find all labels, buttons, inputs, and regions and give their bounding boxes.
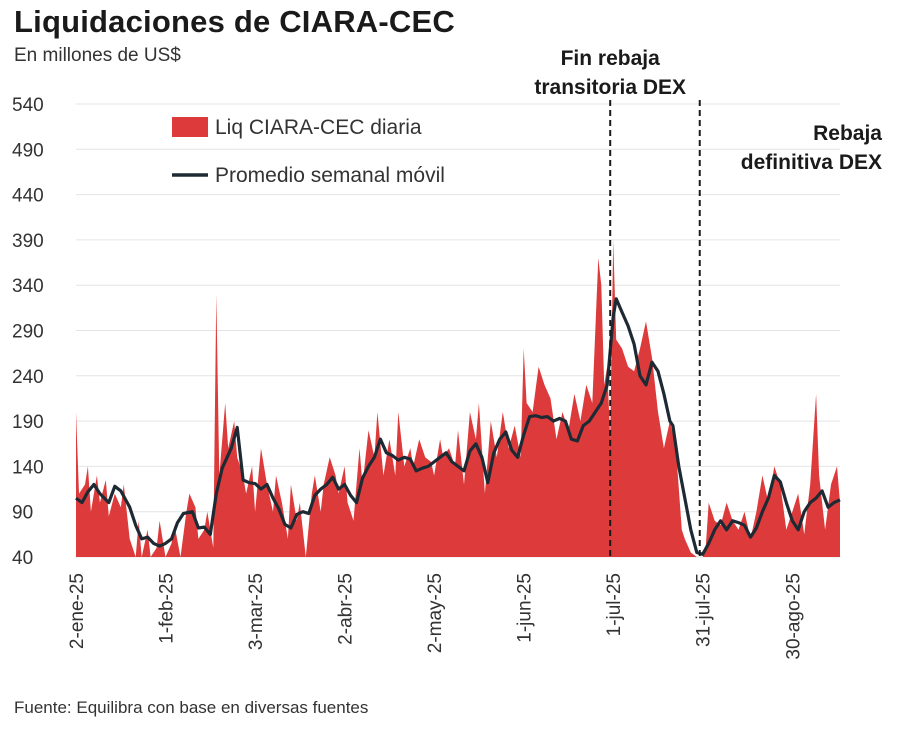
x-tick-label: 3-mar-25 [246,573,267,650]
y-tick-label: 490 [12,140,44,161]
x-axis-ticks: 2-ene-25 1-feb-25 3-mar-25 2-abr-25 2-may-25… [67,573,804,660]
x-tick-label: 2-abr-25 [336,573,357,645]
x-tick-label: 30-ago-25 [783,573,804,660]
x-tick-label: 1-jun-25 [515,573,536,643]
annotation-label: Fin rebaja [561,47,661,70]
chart-subtitle: En millones de US$ [14,45,181,66]
chart-title: Liquidaciones de CIARA-CEC [14,4,455,39]
annotation-label: Rebaja [813,122,882,145]
legend: Liq CIARA-CEC diaria Promedio semanal mó… [172,116,445,187]
legend-label-daily: Liq CIARA-CEC diaria [215,116,422,139]
y-tick-label: 540 [12,95,44,116]
annotation-label: transitoria DEX [534,76,686,99]
y-tick-label: 140 [12,457,44,478]
y-axis-ticks: 40 90 140 190 240 290 340 390 440 490 540 [12,95,44,569]
y-tick-label: 390 [12,231,44,252]
y-tick-label: 340 [12,276,44,297]
y-tick-label: 440 [12,186,44,207]
legend-swatch-daily [172,117,208,137]
source-note: Fuente: Equilibra con base en diversas f… [14,698,369,717]
series-daily-area [76,239,840,557]
x-tick-label: 2-ene-25 [67,573,88,649]
weekly-line-layer [75,297,841,556]
annotations-layer: Fin rebaja transitoria DEX Rebaja definitiv… [534,47,882,557]
y-tick-label: 90 [12,503,33,524]
y-tick-label: 190 [12,412,44,433]
x-tick-label: 31-jul-25 [694,573,715,647]
annotation-label: definitiva DEX [741,151,882,174]
legend-label-weekly: Promedio semanal móvil [215,164,445,187]
x-tick-label: 1-feb-25 [157,573,178,644]
y-tick-label: 290 [12,322,44,343]
x-tick-label: 1-jul-25 [604,573,625,636]
series-weekly-line [75,297,841,556]
y-tick-label: 240 [12,367,44,388]
daily-area-layer [76,239,840,557]
x-tick-label: 2-may-25 [425,573,446,653]
y-tick-label: 40 [12,548,33,569]
